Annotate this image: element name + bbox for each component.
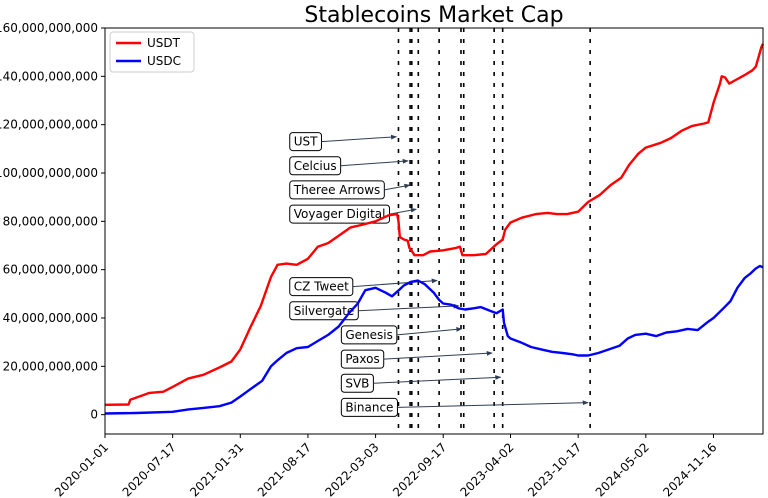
event-arrow [396,326,463,336]
legend: USDT USDC [109,31,195,73]
y-tick-label: 20,000,000,000 [3,359,98,373]
event-label: Theree Arrows [293,183,381,197]
legend-label-usdt: USDT [147,36,181,50]
event-arrow [373,375,502,384]
event-arrow [397,400,589,408]
axes-layer: 0 20,000,000,000 40,000,000,000 60,000,000,… [0,21,720,498]
event-label: Silvergate [294,304,355,318]
series-line-usdt [104,43,765,406]
y-tick-label: 160,000,000,000 [0,21,98,35]
series-line-usdc [104,264,764,415]
x-tick-label: 2022-09-17 [390,440,449,498]
event-arrow [358,303,460,312]
x-tick-label: 2024-05-02 [593,440,652,498]
event-label: Paxos [345,352,379,366]
event-arrow [340,158,409,167]
chart-title: Stablecoins Market Cap [304,3,563,28]
y-tick-label: 120,000,000,000 [0,118,98,132]
event-arrow [383,350,493,360]
event-label: Voyager Digital [294,207,386,221]
event-label: UST [294,135,318,149]
x-tick-label: 2020-01-01 [52,440,111,498]
event-label: Celcius [294,159,337,173]
y-tick-label: 0 [90,408,98,422]
event-label: Binance [345,400,393,414]
series-layer [104,43,765,415]
event-arrow [321,134,398,143]
x-tick-label: 2021-08-17 [255,440,314,498]
event-arrow [352,278,438,288]
x-tick-label: 2023-10-17 [525,440,584,498]
x-tick-label: 2024-11-16 [660,440,719,498]
legend-label-usdc: USDC [147,54,181,68]
x-tick-label: 2021-01-31 [187,440,246,498]
x-tick-label: 2023-04-02 [457,440,516,498]
event-arrow [384,183,411,191]
x-tick-label: 2022-03-03 [322,440,381,498]
x-tick-label: 2020-07-17 [120,440,179,498]
y-tick-label: 80,000,000,000 [3,214,98,228]
event-label: Genesis [345,328,393,342]
y-tick-label: 100,000,000,000 [0,166,98,180]
event-label: SVB [345,376,369,390]
annotation-layer: UST Celcius Theree Arrows Voyager Digital CZ… [289,28,591,434]
y-tick-label: 40,000,000,000 [3,311,98,325]
event-label: CZ Tweet [294,280,349,294]
y-tick-label: 60,000,000,000 [3,263,98,277]
y-tick-label: 140,000,000,000 [0,69,98,83]
event-arrow [389,207,417,215]
plot-frame [104,27,764,435]
